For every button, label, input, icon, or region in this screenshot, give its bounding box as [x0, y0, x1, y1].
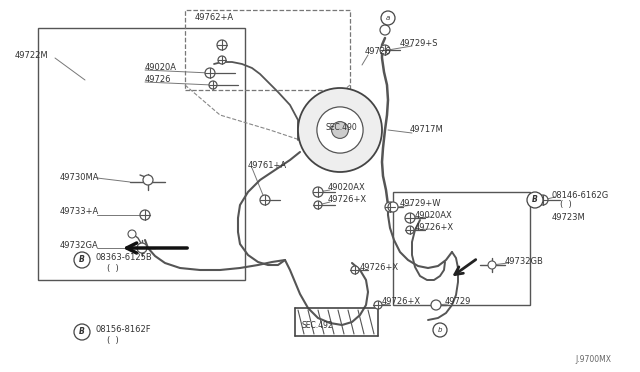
Circle shape	[431, 300, 441, 310]
Text: B: B	[79, 327, 85, 337]
Bar	[185, 10, 350, 90]
Text: 49732GA: 49732GA	[60, 241, 99, 250]
Text: 49733+A: 49733+A	[60, 208, 99, 217]
Circle shape	[317, 107, 363, 153]
Circle shape	[313, 187, 323, 197]
Text: SEC.490: SEC.490	[325, 124, 356, 132]
Circle shape	[218, 56, 226, 64]
Circle shape	[205, 68, 215, 78]
Circle shape	[433, 323, 447, 337]
Circle shape	[332, 122, 348, 138]
Circle shape	[374, 301, 382, 309]
Text: 49732GB: 49732GB	[505, 257, 544, 266]
Circle shape	[385, 202, 395, 212]
Text: 49020A: 49020A	[145, 64, 177, 73]
Text: 49726: 49726	[145, 76, 172, 84]
Circle shape	[298, 88, 382, 172]
Circle shape	[128, 230, 136, 238]
Text: a: a	[386, 15, 390, 21]
Text: (  ): ( )	[107, 263, 119, 273]
Text: (  ): ( )	[560, 201, 572, 209]
Circle shape	[137, 243, 147, 253]
Text: B: B	[532, 196, 538, 205]
Circle shape	[527, 192, 543, 208]
Circle shape	[143, 175, 153, 185]
Text: 49726+X: 49726+X	[328, 196, 367, 205]
Text: 49729+W: 49729+W	[400, 199, 442, 208]
Circle shape	[209, 81, 217, 89]
Circle shape	[351, 266, 359, 274]
Circle shape	[388, 202, 398, 212]
Circle shape	[538, 195, 548, 205]
Circle shape	[381, 11, 395, 25]
Text: (  ): ( )	[107, 336, 119, 344]
Text: b: b	[438, 327, 442, 333]
Text: 49730MA: 49730MA	[60, 173, 99, 183]
Text: 49726: 49726	[365, 48, 392, 57]
Circle shape	[74, 252, 90, 268]
Text: 49761+A: 49761+A	[248, 160, 287, 170]
Circle shape	[488, 261, 496, 269]
Circle shape	[217, 40, 227, 50]
Circle shape	[314, 201, 322, 209]
Text: 49723M: 49723M	[552, 214, 586, 222]
Text: 08363-6125B: 08363-6125B	[95, 253, 152, 263]
Text: SEC.492: SEC.492	[302, 321, 333, 330]
Circle shape	[405, 213, 415, 223]
Text: 49722M: 49722M	[15, 51, 49, 61]
Bar	[38, 28, 245, 280]
Text: 08156-8162F: 08156-8162F	[95, 326, 150, 334]
Circle shape	[140, 210, 150, 220]
Text: 49020AX: 49020AX	[328, 183, 365, 192]
Bar	[393, 192, 530, 305]
Circle shape	[380, 25, 390, 35]
Text: 49729: 49729	[445, 298, 472, 307]
Circle shape	[260, 195, 270, 205]
Circle shape	[406, 226, 414, 234]
Circle shape	[74, 324, 90, 340]
Text: 49729+S: 49729+S	[400, 38, 438, 48]
Text: B: B	[79, 256, 85, 264]
Text: 49726+X: 49726+X	[360, 263, 399, 273]
Text: 49726+X: 49726+X	[415, 222, 454, 231]
Text: 49762+A: 49762+A	[195, 13, 234, 22]
Text: J.9700MX: J.9700MX	[575, 356, 611, 365]
Circle shape	[380, 45, 390, 55]
Text: 08146-6162G: 08146-6162G	[552, 190, 609, 199]
Text: 49020AX: 49020AX	[415, 211, 452, 219]
Text: 49726+X: 49726+X	[382, 298, 421, 307]
Text: 49717M: 49717M	[410, 125, 444, 135]
